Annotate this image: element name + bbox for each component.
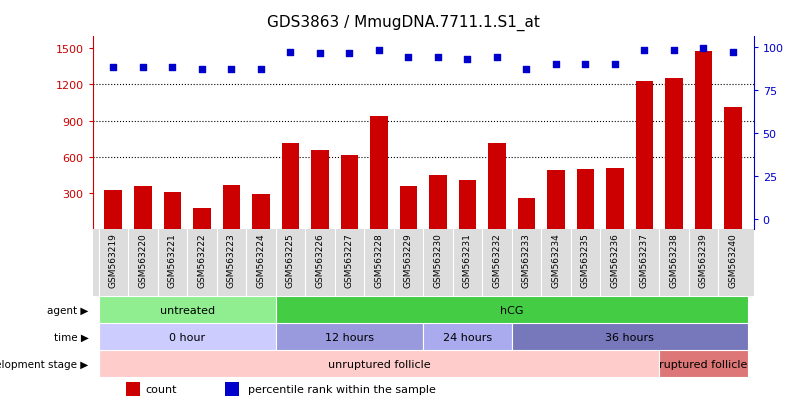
Bar [281,144,299,230]
Point [609,62,621,68]
Text: untreated: untreated [160,305,214,315]
Bar [134,187,152,230]
Text: GSM563224: GSM563224 [256,233,265,287]
Bar [547,171,565,230]
Text: 36 hours: 36 hours [605,332,654,342]
Bar [400,186,418,230]
Bar [225,382,239,396]
Text: 0 hour: 0 hour [169,332,206,342]
Point [579,62,592,68]
Point [166,65,179,71]
Point [195,66,208,73]
Point [107,65,120,71]
Point [491,55,504,61]
Text: GSM563228: GSM563228 [375,233,384,287]
Point [550,62,563,68]
Text: GSM563239: GSM563239 [699,233,708,287]
Bar [512,324,748,351]
Bar [370,117,388,230]
Text: GSM563219: GSM563219 [109,233,118,287]
Text: count: count [146,384,177,394]
Point [225,66,238,73]
Point [697,46,710,52]
Text: hCG: hCG [500,305,523,315]
Text: GSM563234: GSM563234 [551,233,560,287]
Bar [459,181,476,230]
Text: time ▶: time ▶ [54,332,89,342]
Point [431,55,444,61]
Bar [517,198,535,230]
Text: GSM563225: GSM563225 [286,233,295,287]
Bar [164,192,181,230]
Bar [636,82,654,230]
Bar [724,108,742,230]
Text: unruptured follicle: unruptured follicle [327,359,430,369]
Bar [105,191,123,230]
Text: GSM563230: GSM563230 [434,233,442,287]
Point [520,66,533,73]
Bar [488,144,506,230]
Text: GSM563237: GSM563237 [640,233,649,287]
Bar [98,351,659,377]
Point [726,49,739,56]
Text: GSM563222: GSM563222 [197,233,206,287]
Bar [311,150,329,230]
Bar [695,52,713,230]
Text: percentile rank within the sample: percentile rank within the sample [248,384,436,394]
Bar [126,382,140,396]
Text: GDS3863 / MmugDNA.7711.1.S1_at: GDS3863 / MmugDNA.7711.1.S1_at [267,14,539,31]
Text: GSM563236: GSM563236 [610,233,620,287]
Bar [429,176,447,230]
Point [638,47,651,54]
Bar [276,324,423,351]
Point [136,65,149,71]
Text: GSM563233: GSM563233 [522,233,531,287]
Text: GSM563240: GSM563240 [729,233,737,287]
Text: 24 hours: 24 hours [442,332,492,342]
Text: GSM563238: GSM563238 [670,233,679,287]
Bar [576,170,594,230]
Point [284,49,297,56]
Text: GSM563220: GSM563220 [139,233,147,287]
Bar [98,324,276,351]
Bar [98,297,276,324]
Point [314,51,326,58]
Point [372,47,385,54]
Bar [222,185,240,230]
Bar [659,351,748,377]
Text: development stage ▶: development stage ▶ [0,359,89,369]
Text: ruptured follicle: ruptured follicle [659,359,748,369]
Bar [665,78,683,230]
Point [343,51,355,58]
Bar [341,156,358,230]
Text: GSM563226: GSM563226 [315,233,324,287]
Text: GSM563227: GSM563227 [345,233,354,287]
Text: GSM563231: GSM563231 [463,233,472,287]
Bar [193,209,210,230]
Point [402,55,415,61]
Bar [252,195,270,230]
Bar [276,297,748,324]
Text: GSM563232: GSM563232 [492,233,501,287]
Text: GSM563235: GSM563235 [581,233,590,287]
Text: agent ▶: agent ▶ [48,305,89,315]
Bar [423,324,512,351]
Point [667,47,680,54]
Text: GSM563221: GSM563221 [168,233,177,287]
Point [255,66,268,73]
Text: 12 hours: 12 hours [325,332,374,342]
Text: GSM563229: GSM563229 [404,233,413,287]
Point [461,56,474,63]
Text: GSM563223: GSM563223 [226,233,236,287]
Bar [606,168,624,230]
